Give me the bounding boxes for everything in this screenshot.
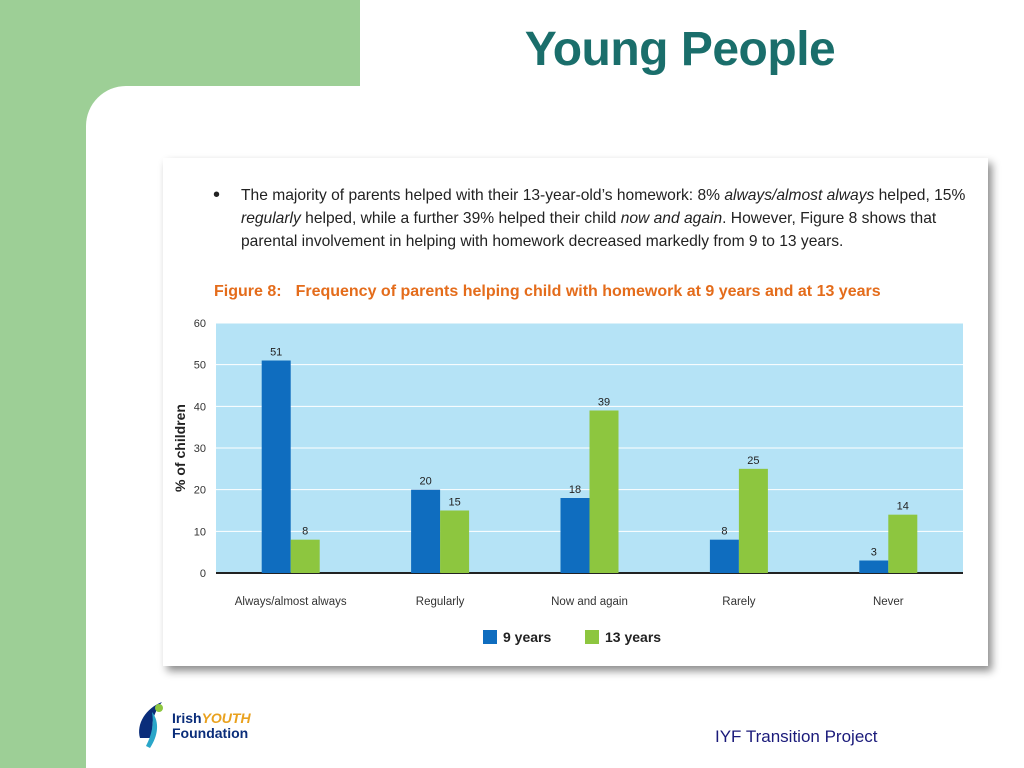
figure-card: • The majority of parents helped with th…: [163, 158, 988, 666]
data-label: 18: [569, 484, 581, 496]
footer-project-name: IYF Transition Project: [715, 727, 878, 746]
legend-label: 9 years: [503, 629, 551, 645]
x-tick-label: Never: [873, 596, 904, 608]
logo-irish: Irish: [172, 710, 202, 726]
bar-13-years: [888, 514, 918, 573]
para-text-1: The majority of parents helped with thei…: [241, 187, 725, 204]
figure-title: Figure 8: Frequency of parents helping ch…: [214, 283, 881, 301]
para-italic-3: now and again: [620, 210, 723, 227]
bar-9-years: [560, 498, 590, 573]
bullet-paragraph: The majority of parents helped with thei…: [241, 184, 971, 253]
bar-chart: 0 10 20 30 40 50 60 % of children 51 8 Always/almo…: [172, 318, 963, 645]
bar-9-years: [859, 560, 889, 573]
y-tick-label: 50: [194, 360, 206, 372]
data-label: 14: [897, 501, 909, 513]
bullet-dot: •: [213, 184, 221, 206]
y-tick-label: 20: [194, 485, 206, 497]
x-tick-label: Regularly: [416, 596, 465, 608]
figure-caption: Frequency of parents helping child with …: [295, 283, 881, 300]
data-label: 39: [598, 397, 610, 409]
legend-label: 13 years: [605, 629, 661, 645]
logo-text-line1: IrishYOUTH: [172, 710, 251, 726]
bar-13-years: [290, 539, 320, 573]
bar-9-years: [709, 539, 739, 573]
figure-number: Figure 8:: [214, 283, 282, 300]
logo-text-line2: Foundation: [172, 725, 249, 741]
data-label: 3: [871, 547, 877, 559]
y-tick-label: 30: [194, 443, 206, 455]
para-text-4: . However, Figure 8 shows that parental …: [241, 210, 937, 250]
para-text-2: helped, 15%: [874, 187, 966, 204]
para-text-3: helped, while a further 39% helped their…: [300, 210, 621, 227]
para-italic-2: regularly: [241, 210, 301, 227]
slide-title: Young People: [524, 23, 836, 76]
logo-figure-icon: [139, 702, 163, 748]
bar-13-years: [440, 510, 470, 573]
bar-9-years: [261, 360, 291, 573]
bar-13-years: [738, 468, 768, 573]
para-italic-1: always/almost always: [724, 187, 875, 204]
data-label: 8: [721, 526, 727, 538]
y-axis-title: % of children: [172, 404, 188, 492]
y-tick-label: 60: [194, 318, 206, 330]
data-label: 51: [270, 347, 282, 359]
legend-swatch: [585, 630, 599, 644]
x-tick-label: Now and again: [551, 596, 628, 608]
x-tick-label: Rarely: [722, 596, 755, 608]
data-label: 20: [419, 476, 431, 488]
logo-youth: YOUTH: [201, 710, 251, 726]
y-tick-label: 10: [194, 526, 206, 538]
irish-youth-foundation-logo: IrishYOUTH Foundation: [132, 694, 272, 754]
decor-corner-round: [86, 86, 166, 166]
data-label: 8: [302, 526, 308, 538]
y-tick-label: 40: [194, 401, 206, 413]
y-tick-label: 0: [200, 568, 206, 580]
legend-swatch: [483, 630, 497, 644]
data-label: 25: [747, 455, 759, 467]
bar-13-years: [589, 410, 619, 573]
bar-9-years: [411, 489, 441, 573]
x-tick-label: Always/almost always: [235, 596, 347, 608]
data-label: 15: [448, 497, 460, 509]
decor-green-strip: [0, 0, 86, 768]
